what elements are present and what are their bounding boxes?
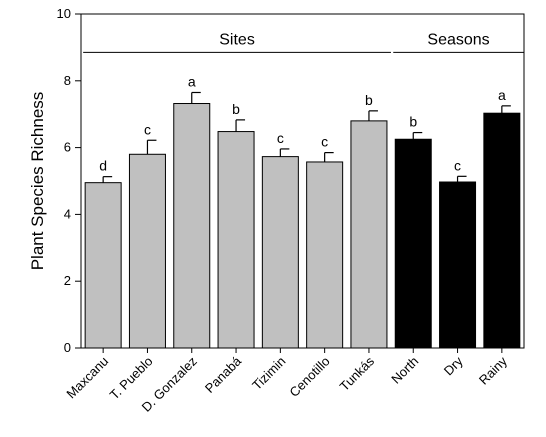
significance-letter: b [365, 92, 373, 108]
significance-letter: a [498, 87, 506, 103]
y-tick-label: 6 [64, 140, 71, 155]
x-tick-label: Panabá [202, 353, 245, 396]
bar [173, 103, 211, 349]
group-label: Sites [219, 31, 255, 48]
group-label: Seasons [427, 31, 489, 48]
x-tick-label: Rainy [476, 353, 510, 387]
y-tick-label: 10 [57, 6, 71, 21]
plot-frame [80, 13, 525, 349]
bar [350, 120, 388, 349]
significance-letter: c [144, 121, 151, 137]
bar [84, 182, 122, 349]
x-tick-label: Maxcanu [63, 354, 111, 402]
bar [217, 131, 255, 349]
bar [394, 138, 432, 349]
x-tick-label: Tunkás [337, 353, 378, 394]
x-tick-label: Tizimin [249, 354, 288, 393]
bar [261, 156, 299, 349]
significance-letter: c [454, 157, 461, 173]
y-axis-label: Plant Species Richness [28, 92, 47, 271]
significance-letter: c [277, 130, 284, 146]
y-tick-label: 4 [64, 206, 71, 221]
y-tick-label: 2 [64, 273, 71, 288]
significance-letter: b [232, 101, 240, 117]
bar [439, 181, 477, 349]
significance-letter: a [188, 73, 196, 89]
significance-letter: c [321, 134, 328, 150]
significance-letter: d [99, 158, 107, 174]
y-tick-label: 0 [64, 340, 71, 355]
bar [128, 153, 166, 349]
bar [483, 112, 521, 349]
x-tick-label: Dry [441, 353, 466, 378]
x-tick-label: North [388, 354, 421, 387]
x-tick-label: Cenotillo [286, 354, 332, 400]
y-tick-label: 8 [64, 73, 71, 88]
bar [306, 161, 344, 349]
significance-letter: b [409, 114, 417, 130]
